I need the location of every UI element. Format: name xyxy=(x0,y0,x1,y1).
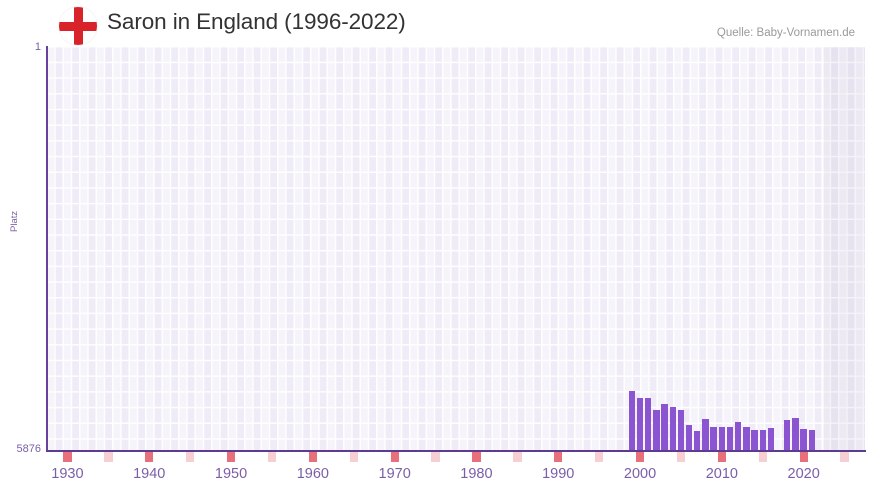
x-axis-tick-major xyxy=(308,452,317,462)
bar[interactable] xyxy=(669,407,676,451)
bar[interactable] xyxy=(784,420,791,451)
x-axis-tick-major xyxy=(554,452,563,462)
x-axis-tick-minor xyxy=(595,452,604,462)
x-axis-tick-minor xyxy=(431,452,440,462)
x-axis-tick-minor xyxy=(349,452,358,462)
grid-lines xyxy=(47,47,865,451)
y-axis-tick-bottom-label: 5876 xyxy=(16,443,41,455)
x-axis-tick-minor xyxy=(840,452,849,462)
x-axis-tick-major xyxy=(717,452,726,462)
x-axis-tick-label: 1990 xyxy=(542,466,575,482)
x-axis-tick-major xyxy=(226,452,236,462)
x-axis-tick-label: 2010 xyxy=(705,466,738,482)
england-flag-icon xyxy=(59,7,97,45)
x-axis-tick-major xyxy=(635,452,645,462)
bar[interactable] xyxy=(677,410,685,451)
bar-series xyxy=(47,47,865,451)
y-axis-label: Platz xyxy=(9,210,20,232)
bar[interactable] xyxy=(767,428,775,451)
bar[interactable] xyxy=(694,431,701,451)
bar[interactable] xyxy=(743,427,750,451)
bar[interactable] xyxy=(735,422,742,451)
bar[interactable] xyxy=(628,391,636,451)
x-axis-ticks: 1930 1940 1950 1960 1970 1980 1990 2000 2010 2020 xyxy=(47,452,865,492)
x-axis-tick-major xyxy=(799,452,808,462)
chart-title: Saron in England (1996-2022) xyxy=(107,9,406,34)
bar[interactable] xyxy=(718,427,726,451)
source-note: Quelle: Baby-Vornamen.de xyxy=(716,27,855,39)
bar[interactable] xyxy=(759,430,766,451)
bar[interactable] xyxy=(792,418,799,451)
bar[interactable] xyxy=(808,430,815,451)
out-of-range-band xyxy=(824,47,865,451)
bar[interactable] xyxy=(661,404,668,451)
x-axis-tick-major xyxy=(390,452,399,462)
x-axis-tick-label: 1960 xyxy=(296,466,329,482)
x-axis-tick-label: 2000 xyxy=(623,466,657,482)
plot-area xyxy=(47,47,865,451)
bar[interactable] xyxy=(800,429,807,451)
bar[interactable] xyxy=(710,427,717,451)
bar[interactable] xyxy=(636,398,644,451)
x-axis-tick-label: 1980 xyxy=(460,466,493,482)
x-axis-tick-major xyxy=(63,452,72,462)
x-axis-tick-label: 1950 xyxy=(214,466,248,482)
x-axis-tick-label: 1970 xyxy=(378,466,411,482)
x-axis-line xyxy=(46,450,866,452)
x-axis-tick-major xyxy=(145,452,154,462)
y-axis-line xyxy=(46,46,48,452)
bar[interactable] xyxy=(751,430,758,451)
x-axis-tick-minor xyxy=(676,452,686,462)
x-axis-tick-minor xyxy=(758,452,767,462)
x-axis-tick-major xyxy=(472,452,481,462)
bar[interactable] xyxy=(726,427,734,451)
bar[interactable] xyxy=(685,425,693,451)
y-axis-tick-top-label: 1 xyxy=(34,41,41,53)
bar[interactable] xyxy=(645,398,652,451)
x-axis-tick-minor xyxy=(186,452,195,462)
flag-cross-vertical xyxy=(73,7,83,45)
bar[interactable] xyxy=(702,419,709,451)
x-axis-tick-minor xyxy=(513,452,522,462)
x-axis-tick-label: 1930 xyxy=(51,466,84,482)
x-axis-tick-label: 2020 xyxy=(787,466,820,482)
x-axis-tick-minor xyxy=(267,452,277,462)
x-axis-tick-minor xyxy=(104,452,113,462)
bar[interactable] xyxy=(653,410,660,451)
x-axis-tick-label: 1940 xyxy=(133,466,166,482)
